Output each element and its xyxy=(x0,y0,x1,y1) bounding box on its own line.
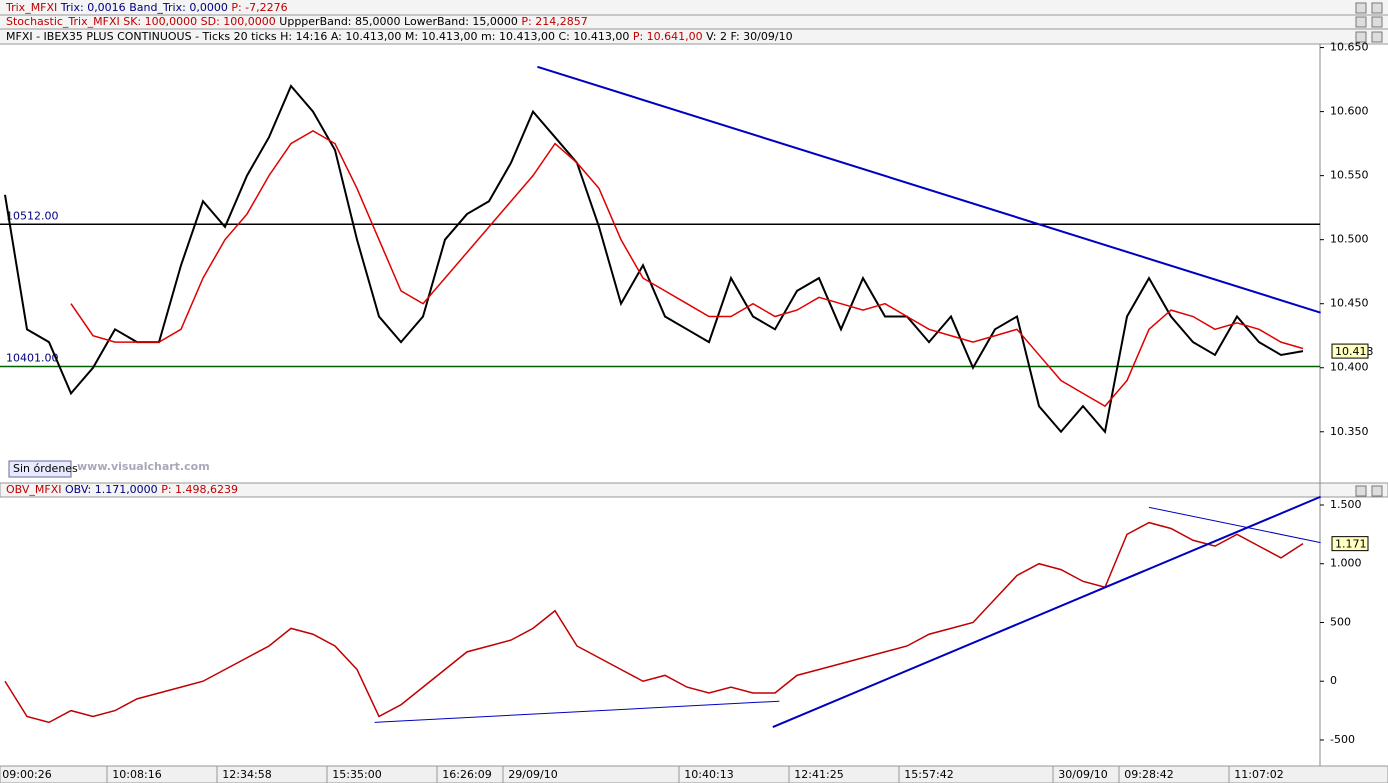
x-tick-label: 10:40:13 xyxy=(684,768,733,781)
window-buttons[interactable] xyxy=(1355,2,1383,497)
x-tick-label: 12:34:58 xyxy=(222,768,271,781)
header-bar xyxy=(0,0,1388,44)
minimize-button[interactable] xyxy=(1355,16,1367,28)
indicator-header: Trix_MFXI Trix: 0,0016 Band_Trix: 0,0000… xyxy=(5,1,288,14)
y-tick-label: 10.500 xyxy=(1330,233,1369,246)
header-item: C: 10.413,00 xyxy=(558,30,629,43)
trend-line xyxy=(1148,506,1321,544)
header-item: OBV_MFXI xyxy=(6,483,62,496)
y-tick-label: 1.000 xyxy=(1330,557,1362,570)
orders-button[interactable] xyxy=(8,460,72,478)
last-value-label: 1.171 xyxy=(1335,538,1367,551)
header-item: Band_Trix: 0,0000 xyxy=(129,1,228,14)
x-tick-label: 16:26:09 xyxy=(442,768,491,781)
header-item: P: 10.641,00 xyxy=(633,30,703,43)
time-axis-bar xyxy=(0,765,1388,783)
header-item: OBV: 1.171,0000 xyxy=(65,483,158,496)
horizontal-line-label: 10512.00 xyxy=(6,209,59,222)
last-value-label: 10.413 xyxy=(1335,345,1374,358)
panel-header-bar xyxy=(0,482,1388,498)
x-tick-label: 12:41:25 xyxy=(794,768,843,781)
close-button[interactable] xyxy=(1371,2,1383,14)
y-tick-label: 10.350 xyxy=(1330,425,1369,438)
header-item: SK: 100,0000 xyxy=(123,15,197,28)
header-item: Trix: 0,0016 xyxy=(60,1,126,14)
close-button[interactable] xyxy=(1371,31,1383,43)
horizontal-line-label: 10401.00 xyxy=(6,351,59,364)
close-button[interactable] xyxy=(1371,16,1383,28)
header-item: P: 214,2857 xyxy=(521,15,587,28)
x-tick-label: 09:00:26 xyxy=(2,768,51,781)
trend-line xyxy=(374,700,780,723)
y-tick-label: 500 xyxy=(1330,615,1351,628)
x-tick-label: 15:57:42 xyxy=(904,768,953,781)
indicator-header: MFXI - IBEX35 PLUS CONTINUOUS - Ticks 20… xyxy=(6,30,793,43)
y-tick-label: 10.550 xyxy=(1330,169,1369,182)
series-line xyxy=(70,129,1304,408)
y-tick-label: 10.400 xyxy=(1330,361,1369,374)
y-tick-label: -500 xyxy=(1330,733,1355,746)
minimize-button[interactable] xyxy=(1355,31,1367,43)
last-value-tag xyxy=(1331,536,1369,552)
y-tick-label: 0 xyxy=(1330,674,1337,687)
x-tick-label: 10:08:16 xyxy=(112,768,161,781)
y-tick-label: 10.600 xyxy=(1330,105,1369,118)
indicator-header: Stochastic_Trix_MFXI SK: 100,0000 SD: 10… xyxy=(6,15,588,28)
header-item: V: 2 xyxy=(706,30,727,43)
header-item: P: -7,2276 xyxy=(231,1,287,14)
y-tick-label: 10.650 xyxy=(1330,41,1369,54)
header-item: Stochastic_Trix_MFXI xyxy=(6,15,120,28)
indicator-header: OBV_MFXI OBV: 1.171,0000 P: 1.498,6239 xyxy=(6,483,238,496)
close-button[interactable] xyxy=(1371,485,1383,497)
y-tick-label: 1.500 xyxy=(1330,498,1362,511)
x-tick-label: 11:07:02 xyxy=(1234,768,1283,781)
header-item: Trix_MFXI xyxy=(5,1,57,14)
x-tick-label: 15:35:00 xyxy=(332,768,381,781)
minimize-button[interactable] xyxy=(1355,485,1367,497)
trend-line xyxy=(772,495,1321,728)
minimize-button[interactable] xyxy=(1355,2,1367,14)
orders-button-label[interactable]: Sin órdenes xyxy=(13,462,78,475)
header-item: P: 1.498,6239 xyxy=(161,483,238,496)
header-item: M: 10.413,00 xyxy=(405,30,478,43)
header-item: A: 10.413,00 xyxy=(331,30,402,43)
y-tick-label: 10.450 xyxy=(1330,297,1369,310)
header-item: MFXI - IBEX35 PLUS CONTINUOUS - Ticks 20… xyxy=(6,30,277,43)
watermark: www.visualchart.com xyxy=(77,460,210,473)
header-item: H: 14:16 xyxy=(280,30,327,43)
trend-line xyxy=(537,65,1321,314)
header-item: F: 30/09/10 xyxy=(731,30,793,43)
x-tick-label: 30/09/10 xyxy=(1058,768,1107,781)
header-item: LowerBand: 15,0000 xyxy=(404,15,518,28)
header-item: SD: 100,0000 xyxy=(201,15,276,28)
last-value-tag xyxy=(1331,343,1369,359)
header-item: m: 10.413,00 xyxy=(481,30,555,43)
x-tick-label: 09:28:42 xyxy=(1124,768,1173,781)
header-item: UppperBand: 85,0000 xyxy=(279,15,400,28)
series-line xyxy=(4,84,1304,434)
x-tick-label: 29/09/10 xyxy=(508,768,557,781)
series-line xyxy=(4,521,1304,724)
